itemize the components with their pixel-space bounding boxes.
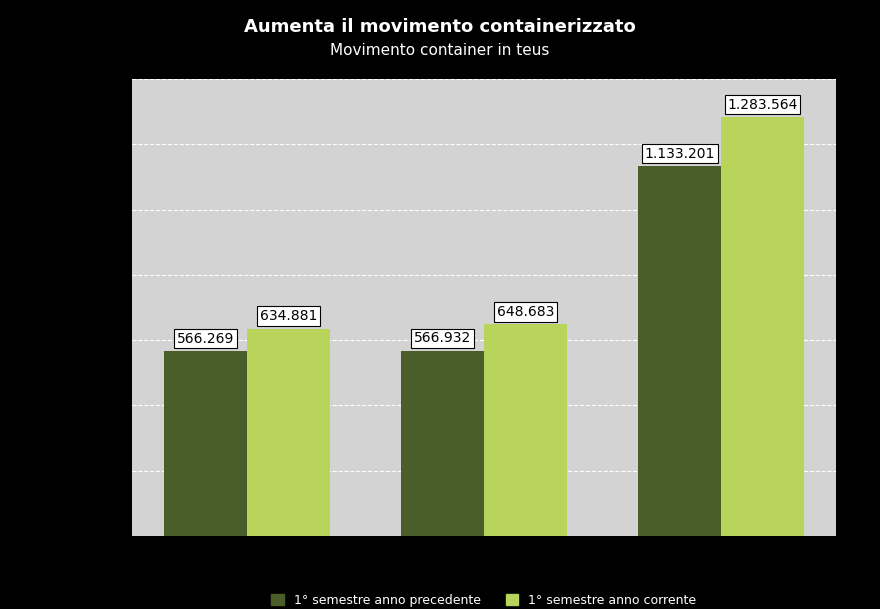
Text: 1.133.201: 1.133.201 [644, 147, 715, 161]
Text: 566.269: 566.269 [177, 332, 234, 346]
Text: Movimento container in teus: Movimento container in teus [330, 43, 550, 58]
Bar [401, 351, 484, 536]
Text: 566.932: 566.932 [414, 331, 471, 345]
Text: 648.683: 648.683 [497, 304, 554, 319]
Bar [638, 166, 721, 536]
Bar [164, 351, 247, 536]
Bar [247, 329, 330, 536]
Text: Aumenta il movimento containerizzato: Aumenta il movimento containerizzato [244, 18, 636, 37]
Text: 634.881: 634.881 [260, 309, 317, 323]
Text: 1.283.564: 1.283.564 [728, 97, 797, 111]
Bar [721, 117, 804, 536]
Legend: 1° semestre anno precedente, 1° semestre anno corrente: 1° semestre anno precedente, 1° semestre… [267, 589, 701, 609]
Bar [484, 324, 567, 536]
